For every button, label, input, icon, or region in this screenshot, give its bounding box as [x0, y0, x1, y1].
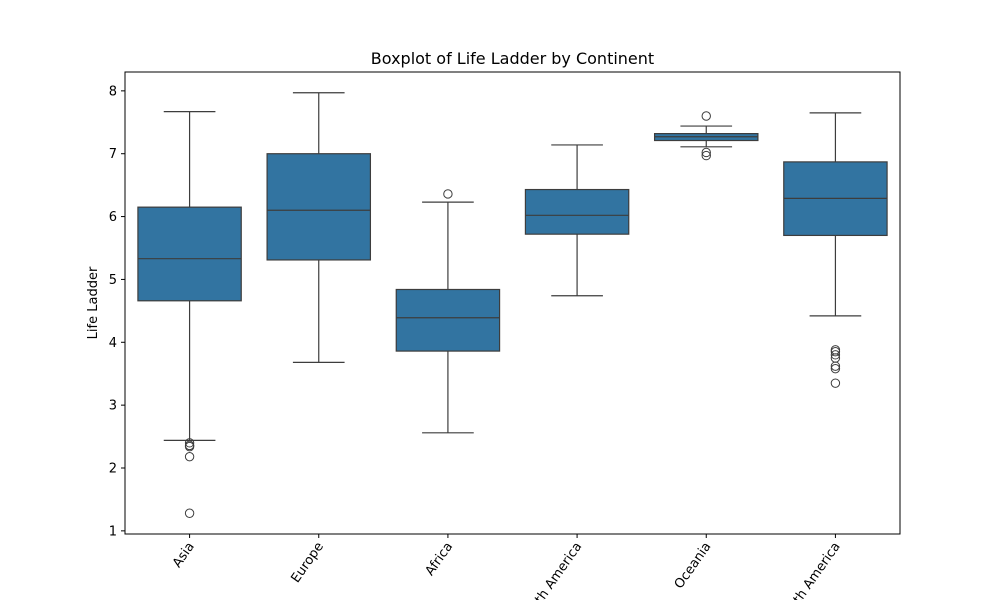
- y-tick-label: 5: [109, 273, 117, 288]
- box-asia: [137, 206, 242, 302]
- chart-title: Boxplot of Life Ladder by Continent: [371, 49, 654, 68]
- outlier-point: [184, 508, 195, 518]
- outlier-point: [701, 150, 711, 161]
- y-tick-label: 4: [109, 336, 117, 351]
- outlier-point: [830, 350, 841, 360]
- outlier-point: [701, 111, 711, 121]
- outlier-point: [830, 361, 841, 371]
- y-tick-label: 7: [109, 147, 117, 162]
- outlier-point: [443, 189, 453, 199]
- axes-frame: [124, 71, 901, 535]
- outlier-point: [830, 378, 841, 388]
- y-tick-label: 6: [109, 210, 117, 225]
- box-north-america: [524, 188, 630, 235]
- outlier-point: [830, 363, 841, 374]
- outlier-point: [184, 451, 195, 462]
- y-tick-label: 8: [109, 84, 117, 99]
- outlier-point: [184, 438, 195, 448]
- y-tick-label: 2: [109, 462, 117, 477]
- box-africa: [395, 288, 501, 352]
- outlier-point: [184, 441, 195, 452]
- y-tick-label: 3: [109, 399, 117, 414]
- y-axis-label: Life Ladder: [86, 266, 101, 339]
- box-europe: [266, 153, 372, 261]
- y-tick-label: 1: [109, 524, 117, 539]
- outlier-point: [830, 347, 841, 357]
- outlier-point: [701, 147, 711, 158]
